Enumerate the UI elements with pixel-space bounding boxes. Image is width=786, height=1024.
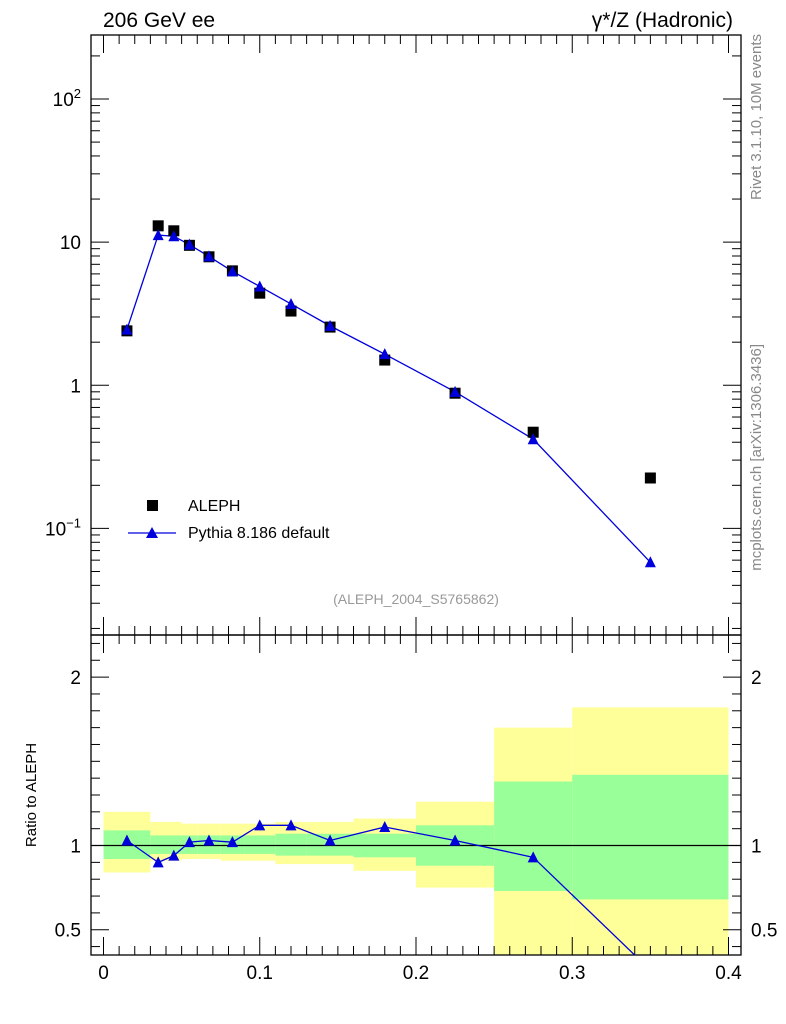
aleph-point (254, 287, 266, 299)
pythia-point (324, 319, 336, 331)
x-tick-label: 0.4 (715, 963, 742, 984)
pythia-point (254, 280, 266, 292)
pythia-point (152, 229, 164, 241)
aleph-point (527, 426, 539, 438)
pythia-point (183, 238, 195, 250)
pythia-point (168, 230, 180, 242)
ratio-series (121, 819, 636, 955)
pythia-point (285, 297, 297, 309)
x-tick-label: 0 (98, 963, 109, 984)
legend-aleph-label: ALEPH (188, 498, 240, 515)
ratio-point (203, 834, 215, 846)
ratio-point (254, 819, 266, 831)
legend-pythia-label: Pythia 8.186 default (188, 525, 330, 542)
mcplots-site-label: mcplots.cern.ch [arXiv:1306.3436] (748, 344, 765, 571)
legend-aleph-marker (147, 500, 158, 511)
ratio-point (379, 821, 391, 832)
legend: ALEPH Pythia 8.186 default (128, 498, 330, 542)
ratio-y-tick-label: 0.5 (55, 921, 81, 942)
ratio-band-inner (275, 833, 307, 856)
pythia-point (121, 323, 133, 335)
ratio-point (168, 849, 180, 861)
pythia-point (379, 348, 391, 360)
x-tick-label: 0.2 (403, 963, 429, 984)
pythia-point (226, 265, 238, 277)
ratio-point (183, 836, 195, 848)
pythia-point (644, 556, 656, 568)
main-plot-frame (90, 34, 742, 636)
y-tick-label: 10 (60, 233, 81, 254)
ratio-point (527, 851, 539, 863)
aleph-point (285, 305, 297, 317)
ratio-y-axis-label: Ratio to ALEPH (23, 743, 40, 847)
ratio-band-inner (166, 835, 182, 854)
pythia-point (449, 385, 461, 397)
ratio-y-tick-label: 2 (70, 668, 81, 689)
ratio-y-tick-label-right: 0.5 (751, 921, 777, 942)
ratio-point (324, 834, 336, 846)
ratio-band-inner (572, 774, 729, 900)
pythia-point (203, 250, 215, 262)
ratio-y-tick-label: 1 (70, 837, 81, 858)
x-tick-label: 0.1 (247, 963, 273, 984)
aleph-point (644, 472, 656, 484)
y-tick-label: 102 (53, 86, 81, 111)
header-left-label: 206 GeV ee (103, 9, 215, 32)
aleph-point (379, 354, 391, 366)
legend-pythia-marker (146, 527, 158, 538)
ratio-y-tick-label-right: 2 (751, 668, 762, 689)
pythia-point (527, 433, 539, 445)
ratio-point (152, 856, 164, 868)
ratio-band-inner (244, 835, 276, 854)
ratio-band-inner (494, 781, 573, 891)
ratio-point (226, 836, 238, 848)
ratio-band-inner (150, 835, 166, 854)
ratio-point (121, 834, 133, 846)
ratio-y-tick-label-right: 1 (751, 837, 762, 858)
y-tick-label: 10−1 (45, 515, 81, 540)
x-tick-label: 0.3 (559, 963, 585, 984)
y-tick-label: 1 (70, 376, 81, 397)
aleph-point (152, 220, 164, 232)
ratio-point (285, 819, 297, 831)
header-right-label: γ*/Z (Hadronic) (592, 9, 733, 32)
rivet-version-label: Rivet 3.1.10, 10M events (748, 34, 765, 200)
main-plot: 10−1 1 10 102 (45, 34, 742, 636)
ratio-point (449, 834, 461, 846)
analysis-watermark: (ALEPH_2004_S5765862) (333, 591, 499, 607)
ratio-plot: 0 0.1 0.2 0.3 0.4 0.5 0.5 1 1 2 2 (55, 634, 777, 984)
